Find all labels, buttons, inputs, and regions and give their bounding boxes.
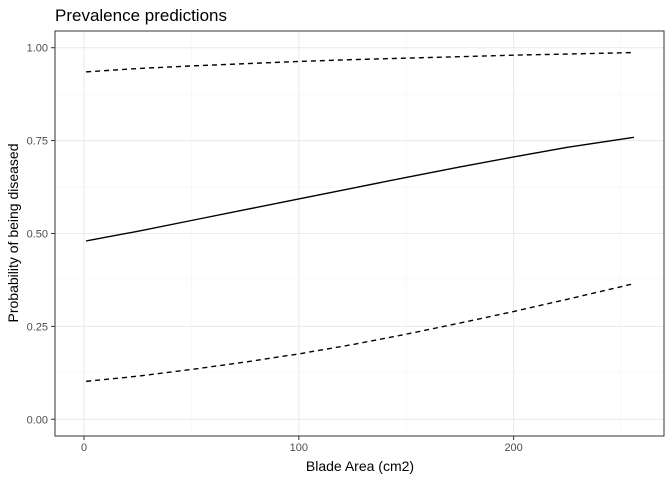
x-axis-title: Blade Area (cm2) [306, 458, 414, 474]
y-tick-label: 0.25 [27, 321, 48, 333]
chart-title: Prevalence predictions [55, 6, 227, 25]
y-tick-label: 0.00 [27, 414, 48, 426]
y-tick-label: 0.75 [27, 136, 48, 148]
x-tick-label: 100 [290, 442, 308, 454]
dashed-line-0 [86, 51, 634, 73]
y-tick-label: 0.50 [27, 229, 48, 241]
series-lines [86, 51, 635, 383]
axis-ticks: 0 100 200 0.00 0.25 0.50 0.75 1.00 [27, 43, 523, 454]
y-axis-title: Probability of being diseased [5, 143, 21, 322]
solid-line-1 [86, 136, 635, 242]
dashed-line-2 [86, 282, 635, 383]
y-tick-label: 1.00 [27, 43, 48, 55]
x-tick-label: 0 [81, 442, 87, 454]
x-tick-label: 200 [504, 442, 522, 454]
